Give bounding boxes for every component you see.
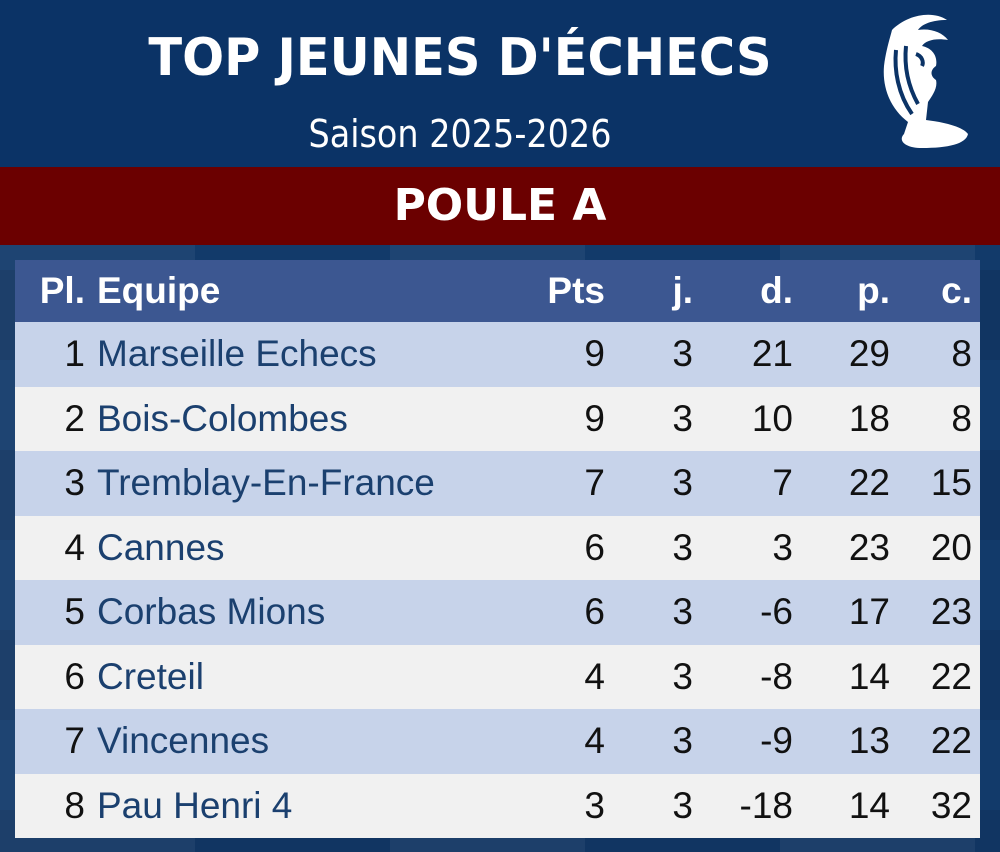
col-points: Pts xyxy=(513,260,613,322)
cell-points: 7 xyxy=(513,451,613,516)
cell-for: 14 xyxy=(801,773,898,838)
cell-for: 23 xyxy=(801,515,898,580)
cell-diff: -6 xyxy=(701,580,801,645)
chess-knight-rooster-icon xyxy=(883,14,968,148)
page-title: TOP JEUNES D'ÉCHECS xyxy=(148,28,772,88)
col-played: j. xyxy=(613,260,701,322)
cell-against: 22 xyxy=(898,644,980,709)
table-row: 3 Tremblay-En-France 7 3 7 22 15 xyxy=(15,451,980,516)
table-row: 1 Marseille Echecs 9 3 21 29 8 xyxy=(15,322,980,387)
cell-points: 4 xyxy=(513,644,613,709)
cell-points: 9 xyxy=(513,386,613,451)
cell-points: 6 xyxy=(513,515,613,580)
cell-team: Bois-Colombes xyxy=(93,386,513,451)
cell-team: Marseille Echecs xyxy=(93,322,513,387)
cell-team: Pau Henri 4 xyxy=(93,773,513,838)
cell-place: 3 xyxy=(15,451,93,516)
group-title: POULE A xyxy=(0,167,1000,245)
cell-points: 4 xyxy=(513,709,613,774)
col-for: p. xyxy=(801,260,898,322)
cell-diff: 21 xyxy=(701,322,801,387)
table-row: 5 Corbas Mions 6 3 -6 17 23 xyxy=(15,580,980,645)
cell-played: 3 xyxy=(613,580,701,645)
cell-points: 3 xyxy=(513,773,613,838)
cell-played: 3 xyxy=(613,773,701,838)
cell-against: 20 xyxy=(898,515,980,580)
cell-for: 29 xyxy=(801,322,898,387)
table-header-row: Pl. Equipe Pts j. d. p. c. xyxy=(15,260,980,322)
cell-diff: 3 xyxy=(701,515,801,580)
cell-diff: -18 xyxy=(701,773,801,838)
cell-diff: -9 xyxy=(701,709,801,774)
cell-points: 6 xyxy=(513,580,613,645)
cell-team: Creteil xyxy=(93,644,513,709)
cell-team: Corbas Mions xyxy=(93,580,513,645)
cell-place: 6 xyxy=(15,644,93,709)
cell-team: Cannes xyxy=(93,515,513,580)
table-row: 2 Bois-Colombes 9 3 10 18 8 xyxy=(15,386,980,451)
cell-played: 3 xyxy=(613,322,701,387)
cell-for: 22 xyxy=(801,451,898,516)
cell-place: 1 xyxy=(15,322,93,387)
cell-team: Vincennes xyxy=(93,709,513,774)
cell-against: 23 xyxy=(898,580,980,645)
cell-place: 5 xyxy=(15,580,93,645)
cell-place: 4 xyxy=(15,515,93,580)
cell-diff: 10 xyxy=(701,386,801,451)
standings-table: Pl. Equipe Pts j. d. p. c. 1 Marseille Ec… xyxy=(15,260,980,838)
col-team: Equipe xyxy=(93,260,513,322)
col-diff: d. xyxy=(701,260,801,322)
table-row: 7 Vincennes 4 3 -9 13 22 xyxy=(15,709,980,774)
cell-played: 3 xyxy=(613,451,701,516)
cell-diff: -8 xyxy=(701,644,801,709)
cell-place: 8 xyxy=(15,773,93,838)
cell-for: 13 xyxy=(801,709,898,774)
header: TOP JEUNES D'ÉCHECS Saison 2025-2026 xyxy=(0,0,1000,167)
col-place: Pl. xyxy=(15,260,93,322)
table-row: 4 Cannes 6 3 3 23 20 xyxy=(15,515,980,580)
cell-played: 3 xyxy=(613,386,701,451)
cell-team: Tremblay-En-France xyxy=(93,451,513,516)
cell-for: 18 xyxy=(801,386,898,451)
cell-points: 9 xyxy=(513,322,613,387)
cell-played: 3 xyxy=(613,515,701,580)
cell-for: 17 xyxy=(801,580,898,645)
cell-against: 15 xyxy=(898,451,980,516)
season-subtitle: Saison 2025-2026 xyxy=(308,112,612,156)
cell-for: 14 xyxy=(801,644,898,709)
cell-place: 7 xyxy=(15,709,93,774)
cell-played: 3 xyxy=(613,709,701,774)
cell-against: 32 xyxy=(898,773,980,838)
cell-against: 8 xyxy=(898,322,980,387)
cell-against: 8 xyxy=(898,386,980,451)
cell-diff: 7 xyxy=(701,451,801,516)
cell-against: 22 xyxy=(898,709,980,774)
cell-played: 3 xyxy=(613,644,701,709)
table-row: 6 Creteil 4 3 -8 14 22 xyxy=(15,644,980,709)
table-row: 8 Pau Henri 4 3 3 -18 14 32 xyxy=(15,773,980,838)
col-against: c. xyxy=(898,260,980,322)
cell-place: 2 xyxy=(15,386,93,451)
